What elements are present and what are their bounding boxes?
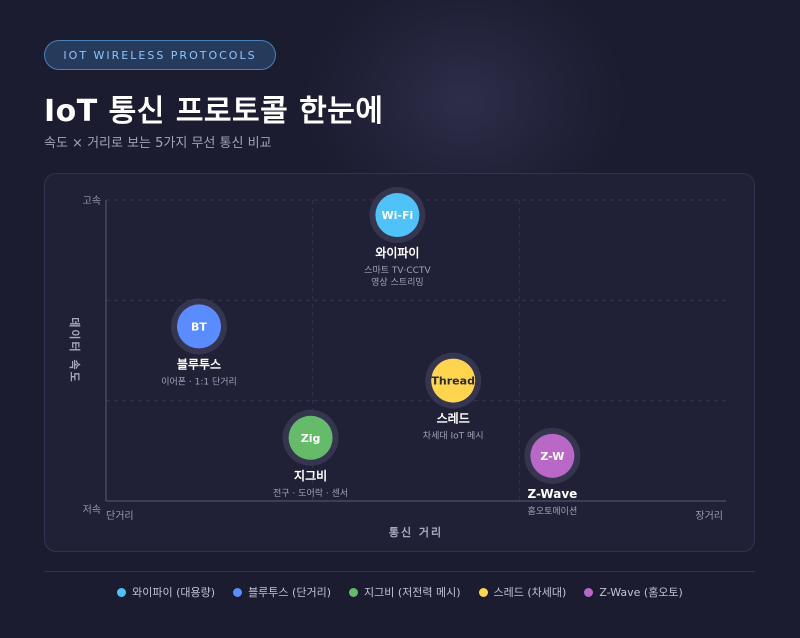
legend-swatch bbox=[233, 587, 243, 597]
legend-label: 블루투스 (단거리) bbox=[248, 586, 331, 599]
point-description-label: 이어폰 · 1:1 단거리 bbox=[161, 376, 237, 387]
point-marker bbox=[177, 304, 221, 349]
legend-label: Z-Wave (홈오토) bbox=[599, 586, 683, 599]
legend-label: 지그비 (저전력 메시) bbox=[363, 586, 461, 599]
legend-item: 스레드 (차세대) bbox=[478, 584, 567, 600]
legend-swatch bbox=[348, 587, 358, 597]
legend-label: 스레드 (차세대) bbox=[493, 586, 567, 599]
x-tick-label-long: 장거리 bbox=[695, 510, 723, 522]
point-description-label: 전구 · 도어락 · 센서 bbox=[273, 487, 348, 499]
legend-divider bbox=[44, 571, 755, 572]
legend-item: 블루투스 (단거리) bbox=[233, 584, 331, 600]
legend-swatch bbox=[117, 587, 127, 597]
legend-item: 지그비 (저전력 메시) bbox=[348, 584, 461, 600]
legend-label: 와이파이 (대용량) bbox=[132, 586, 216, 599]
point-marker bbox=[530, 433, 575, 478]
page-title: IoT 통신 프로토콜 한눈에 bbox=[44, 94, 384, 129]
point-icon-text: Wi-Fi bbox=[382, 209, 414, 222]
point-icon-text: Thread bbox=[431, 375, 475, 388]
point-marker bbox=[288, 415, 333, 460]
point-icon-text: BT bbox=[191, 320, 207, 333]
point-icon-text: Z-W bbox=[540, 450, 564, 463]
point-description-label: 영상 스트리밍 bbox=[371, 277, 424, 288]
legend-swatch bbox=[478, 587, 488, 597]
point-name-label: 블루투스 bbox=[177, 357, 221, 371]
point-icon-text: Zig bbox=[301, 432, 321, 445]
y-tick-label-high: 고속 bbox=[83, 195, 101, 207]
category-badge: IOT WIRELESS PROTOCOLS bbox=[44, 40, 276, 70]
point-marker bbox=[375, 193, 420, 238]
x-axis-title: 통신 거리 bbox=[389, 525, 443, 539]
data-point: Z-W Z-Wave 홈오토메이션 bbox=[524, 427, 581, 517]
point-description-label: 차세대 IoT 메시 bbox=[423, 430, 484, 442]
point-name-label: 지그비 bbox=[294, 468, 327, 483]
legend-item: Z-Wave (홈오토) bbox=[584, 584, 683, 600]
point-name-label: 와이파이 bbox=[375, 245, 419, 260]
point-description-label: 홈오토메이션 bbox=[528, 505, 578, 517]
point-name-label: 스레드 bbox=[437, 411, 470, 426]
x-tick-label-short: 단거리 bbox=[106, 510, 134, 522]
chart-legend: 와이파이 (대용량) 블루투스 (단거리) 지그비 (저전력 메시) 스레드 (차세대… bbox=[0, 584, 800, 600]
legend-swatch bbox=[584, 587, 594, 597]
point-description-label: 스마트 TV·CCTV bbox=[364, 265, 431, 276]
legend-item: 와이파이 (대용량) bbox=[117, 584, 215, 600]
point-marker bbox=[431, 358, 476, 403]
point-name-label: Z-Wave bbox=[527, 487, 577, 501]
page-subtitle: 속도 × 거리로 보는 5가지 무선 통신 비교 bbox=[44, 136, 272, 151]
y-tick-label-low: 저속 bbox=[83, 504, 101, 516]
y-axis-title: 데이터 속도 bbox=[68, 317, 82, 383]
